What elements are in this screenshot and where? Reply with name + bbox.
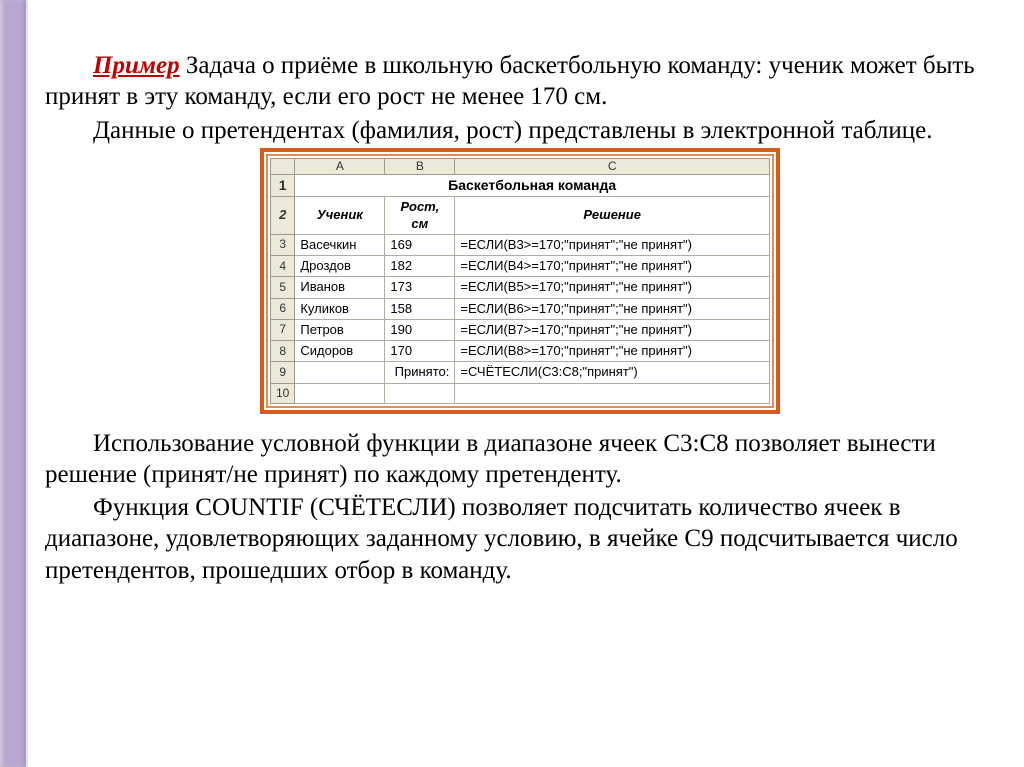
slide-content: Пример Задача о приёме в школьную баскет… — [45, 50, 995, 588]
row-header-2: 2 — [271, 197, 295, 235]
table-row: 7 Петров 190 =ЕСЛИ(B7>=170;"принят";"не … — [271, 319, 770, 340]
empty-row: 10 — [271, 383, 770, 403]
empty-cell — [295, 383, 385, 403]
cell-height: 190 — [385, 319, 455, 340]
row-header-9: 9 — [271, 362, 295, 383]
header-student: Ученик — [295, 197, 385, 235]
header-row: 2 Ученик Рост, см Решение — [271, 197, 770, 235]
summary-row: 9 Принято: =СЧЁТЕСЛИ(C3:C8;"принят") — [271, 362, 770, 383]
column-header-row: A B C — [271, 158, 770, 174]
row-header-10: 10 — [271, 383, 295, 403]
row-header-8: 8 — [271, 341, 295, 362]
spreadsheet-frame: A B C 1 Баскетбольная команда 2 Ученик Р… — [260, 148, 780, 414]
outro-paragraph-1: Использование условной функции в диапазо… — [45, 428, 995, 491]
slide-left-border — [0, 0, 28, 767]
table-row: 6 Куликов 158 =ЕСЛИ(B6>=170;"принят";"не… — [271, 298, 770, 319]
col-header-b: B — [385, 158, 455, 174]
cell-height: 158 — [385, 298, 455, 319]
row-header-4: 4 — [271, 256, 295, 277]
corner-cell — [271, 158, 295, 174]
table-title: Баскетбольная команда — [295, 174, 770, 197]
col-header-c: C — [455, 158, 770, 174]
cell-formula: =ЕСЛИ(B7>=170;"принят";"не принят") — [455, 319, 770, 340]
row-header-6: 6 — [271, 298, 295, 319]
cell-name: Куликов — [295, 298, 385, 319]
outro-paragraph-2: Функция COUNTIF (СЧЁТЕСЛИ) позволяет под… — [45, 492, 995, 586]
row-header-3: 3 — [271, 234, 295, 255]
cell-formula: =ЕСЛИ(B3>=170;"принят";"не принят") — [455, 234, 770, 255]
cell-height: 169 — [385, 234, 455, 255]
title-row: 1 Баскетбольная команда — [271, 174, 770, 197]
cell-formula: =ЕСЛИ(B8>=170;"принят";"не принят") — [455, 341, 770, 362]
cell-height: 182 — [385, 256, 455, 277]
spreadsheet-frame-inner: A B C 1 Баскетбольная команда 2 Ученик Р… — [266, 154, 774, 408]
cell-name: Васечкин — [295, 234, 385, 255]
header-height: Рост, см — [385, 197, 455, 235]
cell-height: 173 — [385, 277, 455, 298]
spreadsheet-table: A B C 1 Баскетбольная команда 2 Ученик Р… — [270, 158, 770, 404]
row-header-1: 1 — [271, 174, 295, 197]
cell-name: Дроздов — [295, 256, 385, 277]
row-header-5: 5 — [271, 277, 295, 298]
table-row: 8 Сидоров 170 =ЕСЛИ(B8>=170;"принят";"не… — [271, 341, 770, 362]
table-row: 5 Иванов 173 =ЕСЛИ(B5>=170;"принят";"не … — [271, 277, 770, 298]
empty-cell — [295, 362, 385, 383]
cell-formula: =ЕСЛИ(B5>=170;"принят";"не принят") — [455, 277, 770, 298]
summary-formula: =СЧЁТЕСЛИ(C3:C8;"принят") — [455, 362, 770, 383]
row-header-7: 7 — [271, 319, 295, 340]
empty-cell — [455, 383, 770, 403]
table-row: 3 Васечкин 169 =ЕСЛИ(B3>=170;"принят";"н… — [271, 234, 770, 255]
summary-label: Принято: — [385, 362, 455, 383]
cell-formula: =ЕСЛИ(B4>=170;"принят";"не принят") — [455, 256, 770, 277]
cell-name: Сидоров — [295, 341, 385, 362]
table-row: 4 Дроздов 182 =ЕСЛИ(B4>=170;"принят";"не… — [271, 256, 770, 277]
intro-paragraph-2: Данные о претендентах (фамилия, рост) пр… — [45, 115, 995, 146]
outro-block: Использование условной функции в диапазо… — [45, 428, 995, 586]
header-decision: Решение — [455, 197, 770, 235]
cell-name: Петров — [295, 319, 385, 340]
intro-p1-text: Задача о приёме в школьную баскетбольную… — [45, 52, 975, 110]
empty-cell — [385, 383, 455, 403]
example-label: Пример — [93, 52, 180, 79]
cell-height: 170 — [385, 341, 455, 362]
intro-paragraph-1: Пример Задача о приёме в школьную баскет… — [45, 50, 995, 113]
col-header-a: A — [295, 158, 385, 174]
cell-formula: =ЕСЛИ(B6>=170;"принят";"не принят") — [455, 298, 770, 319]
cell-name: Иванов — [295, 277, 385, 298]
